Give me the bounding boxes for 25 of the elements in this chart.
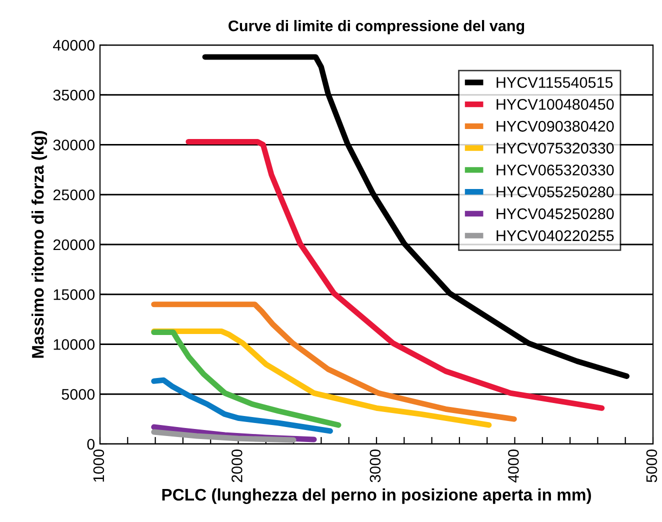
- legend-label: HYCV065320330: [496, 164, 614, 176]
- y-tick-label: 25000: [53, 189, 95, 200]
- y-tick-label: 20000: [53, 239, 95, 250]
- y-tick-label: 5000: [62, 388, 95, 400]
- x-tick-label: 4000: [508, 449, 519, 482]
- x-axis-title: PCLC (lunghezza del perno in posizione aperta in mm): [162, 488, 591, 504]
- y-tick-label: 0: [87, 438, 95, 450]
- legend-label: HYCV100480450: [496, 98, 614, 110]
- legend-label: HYCV115540515: [496, 77, 613, 88]
- legend-label: HYCV040220255: [496, 230, 614, 242]
- legend-label: HYCV075320330: [496, 142, 614, 154]
- legend-label: HYCV090380420: [496, 120, 614, 132]
- y-tick-label: 10000: [54, 339, 95, 350]
- chart-title: Curve di limite di compressione del vang: [228, 20, 524, 34]
- y-axis-title: Massimo ritorno di forza (kg): [31, 130, 48, 358]
- legend-label: HYCV055250280: [496, 186, 614, 198]
- x-tick-label: 3000: [370, 449, 381, 482]
- y-tick-label: 30000: [53, 140, 95, 150]
- y-tick-label: 35000: [53, 90, 95, 101]
- x-tick-label: 1000: [93, 449, 104, 482]
- x-tick-label: 5000: [646, 449, 658, 482]
- x-tick-label: 2000: [232, 449, 242, 482]
- legend-label: HYCV045250280: [496, 208, 614, 220]
- y-tick-label: 40000: [53, 40, 95, 51]
- y-tick-label: 15000: [54, 289, 95, 300]
